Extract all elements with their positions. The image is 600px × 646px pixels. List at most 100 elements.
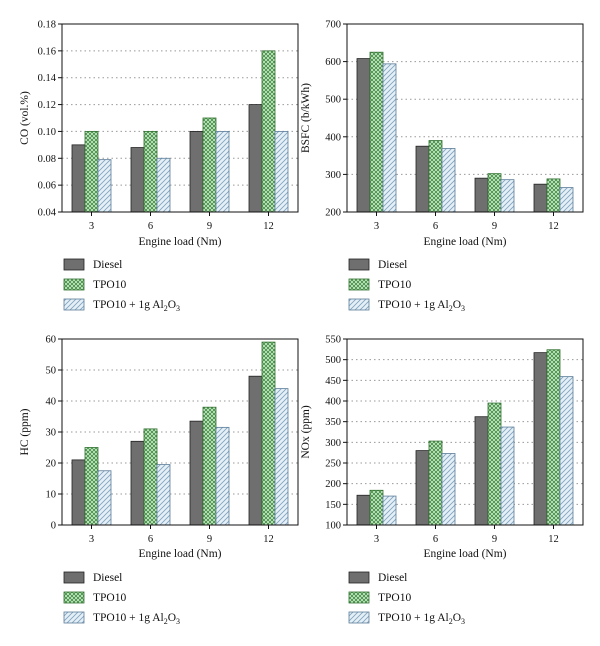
bar-tpo10-6 — [143, 428, 158, 526]
chart-panel-2: 200 300 400 500 600 700 3 6 9 12 Engine load (Nm) B… — [300, 20, 584, 313]
x-tick-label: 9 — [207, 221, 212, 232]
bar-al2o3-6 — [441, 453, 456, 526]
bar-al2o3-3 — [97, 470, 112, 526]
bar-tpo10-9 — [487, 402, 502, 526]
x-tick-label: 12 — [548, 534, 559, 545]
bar-tpo10-3 — [84, 447, 99, 526]
bar-diesel-6 — [130, 147, 145, 213]
x-tick-label: 12 — [263, 534, 274, 545]
bar-diesel-6 — [415, 450, 430, 526]
chart-panel-1: 0.04 0.06 0.08 0.10 0.12 0.14 0.16 0.18 3 6 9 12 Eng… — [19, 20, 299, 313]
bar-diesel-12 — [248, 104, 263, 213]
bar-tpo10-9 — [202, 406, 217, 526]
bar-tpo10-6 — [428, 140, 443, 213]
y-tick-label: 100 — [325, 521, 341, 532]
legend: Diesel TPO10 TPO10 + 1g Al2O3 — [63, 258, 180, 313]
legend-swatch-diesel — [63, 571, 85, 584]
legend-swatch-al2o3 — [348, 611, 370, 624]
bar-al2o3-9 — [215, 426, 230, 526]
bar-diesel-9 — [474, 416, 489, 526]
bar-tpo10-12 — [261, 50, 276, 213]
bar-tpo10-3 — [369, 51, 384, 213]
bar-al2o3-6 — [156, 464, 171, 526]
y-tick-label: 0.16 — [38, 46, 56, 57]
y-tick-label: 0.14 — [38, 73, 57, 84]
y-tick-label: 150 — [325, 500, 341, 511]
bar-diesel-6 — [130, 440, 145, 526]
bar-diesel-3 — [71, 144, 86, 213]
y-tick-label: 450 — [325, 376, 341, 387]
y-tick-label: 300 — [325, 438, 341, 449]
legend-swatch-al2o3 — [348, 298, 370, 311]
bar-tpo10-12 — [546, 349, 561, 526]
bar-tpo10-6 — [428, 440, 443, 526]
legend-label-diesel: Diesel — [93, 259, 122, 271]
x-tick-label: 6 — [148, 221, 153, 232]
x-tick-label: 3 — [89, 221, 94, 232]
bar-tpo10-3 — [369, 489, 384, 526]
bar-al2o3-6 — [441, 148, 456, 213]
bar-diesel-12 — [533, 352, 548, 526]
bar-diesel-6 — [415, 145, 430, 213]
y-tick-label: 20 — [46, 459, 57, 470]
x-tick-label: 12 — [548, 221, 559, 232]
legend-swatch-diesel — [63, 258, 85, 271]
x-axis-title: Engine load (Nm) — [138, 236, 221, 248]
bar-al2o3-3 — [382, 63, 397, 213]
legend-label-diesel: Diesel — [93, 572, 122, 584]
y-tick-label: 0.18 — [38, 20, 56, 31]
legend-swatch-diesel — [348, 258, 370, 271]
legend-label-tpo10: TPO10 — [93, 279, 126, 291]
x-axis-title: Engine load (Nm) — [423, 548, 506, 560]
y-tick-label: 350 — [325, 417, 341, 428]
plot-frame — [346, 338, 584, 526]
y-tick-label: 0 — [51, 521, 56, 532]
chart-panel-3: 0 10 20 30 40 50 60 3 6 9 12 Engine load (Nm) HC (pp… — [19, 335, 299, 626]
legend-swatch-tpo10 — [348, 591, 370, 604]
bar-tpo10-12 — [546, 178, 561, 213]
y-tick-label: 700 — [325, 20, 341, 31]
bar-al2o3-12 — [274, 388, 289, 526]
legend: Diesel TPO10 TPO10 + 1g Al2O3 — [63, 571, 180, 626]
y-tick-label: 50 — [46, 366, 57, 377]
y-tick-label: 600 — [325, 57, 341, 68]
plot-frame — [61, 23, 299, 213]
bar-tpo10-6 — [143, 131, 158, 213]
x-tick-label: 3 — [374, 534, 379, 545]
bar-diesel-9 — [189, 131, 204, 213]
legend-label-al2o3: TPO10 + 1g Al2O3 — [93, 299, 180, 313]
y-tick-label: 40 — [46, 397, 57, 408]
y-tick-label: 400 — [325, 132, 341, 143]
y-axis-title: BSFC (b/kWh) — [300, 83, 312, 153]
legend-label-tpo10: TPO10 — [378, 592, 411, 604]
x-tick-label: 9 — [492, 221, 497, 232]
x-tick-label: 6 — [433, 221, 438, 232]
x-axis-title: Engine load (Nm) — [423, 236, 506, 248]
legend-label-diesel: Diesel — [378, 259, 407, 271]
bar-al2o3-3 — [97, 159, 112, 213]
y-axis-title: CO (vol.%) — [19, 91, 31, 145]
legend-label-diesel: Diesel — [378, 572, 407, 584]
legend-swatch-diesel — [348, 571, 370, 584]
bar-al2o3-12 — [559, 376, 574, 526]
legend-label-tpo10: TPO10 — [93, 592, 126, 604]
bar-diesel-9 — [189, 420, 204, 526]
y-axis-title: NOx (ppm) — [300, 405, 312, 459]
bar-diesel-12 — [248, 375, 263, 526]
x-tick-label: 9 — [207, 534, 212, 545]
bar-al2o3-3 — [382, 495, 397, 526]
y-tick-label: 550 — [325, 335, 341, 346]
legend: Diesel TPO10 TPO10 + 1g Al2O3 — [348, 571, 465, 626]
bar-diesel-3 — [356, 494, 371, 526]
bar-al2o3-9 — [500, 426, 515, 526]
legend: Diesel TPO10 TPO10 + 1g Al2O3 — [348, 258, 465, 313]
y-tick-label: 300 — [325, 170, 341, 181]
bar-al2o3-9 — [500, 179, 515, 213]
y-tick-label: 200 — [325, 208, 341, 219]
legend-swatch-tpo10 — [348, 278, 370, 291]
y-tick-label: 0.12 — [38, 100, 56, 111]
bar-diesel-9 — [474, 177, 489, 213]
bar-diesel-3 — [356, 58, 371, 213]
legend-swatch-al2o3 — [63, 611, 85, 624]
